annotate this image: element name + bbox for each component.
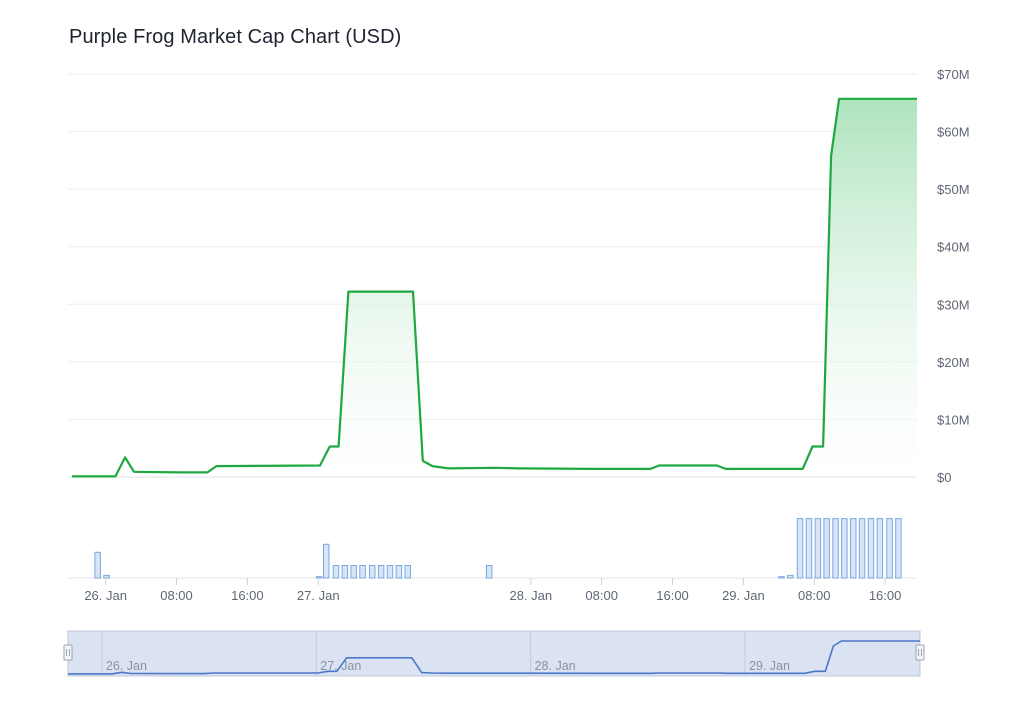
volume-bar — [867, 518, 875, 579]
volume-bar — [876, 518, 884, 579]
navigator-right-handle[interactable] — [915, 644, 925, 661]
volume-bar — [778, 576, 785, 579]
y-tick-label: $40M — [937, 240, 970, 255]
navigator-left-handle[interactable] — [63, 644, 73, 661]
volume-bar — [377, 565, 385, 579]
volume-bar — [823, 518, 830, 579]
x-tick-label: 08:00 — [585, 588, 618, 603]
x-tick-label: 27. Jan — [297, 588, 340, 603]
navigator-label: 26. Jan — [106, 659, 147, 673]
y-tick-label: $30M — [937, 297, 970, 312]
volume-bar — [103, 574, 110, 579]
y-tick-label: $20M — [937, 355, 970, 370]
navigator-label: 29. Jan — [749, 659, 790, 673]
x-axis: 26. Jan 08:00 16:00 27. Jan 28. Jan 08:00 16:0… — [84, 578, 901, 603]
y-tick-label: $50M — [937, 182, 970, 197]
volume-bar — [350, 565, 357, 579]
volume-bar — [886, 518, 893, 579]
volume-bar — [341, 565, 349, 579]
volume-bar — [94, 551, 101, 579]
navigator-line — [68, 640, 920, 675]
volume-bar — [787, 574, 794, 579]
volume-bar — [404, 565, 411, 579]
volume-bars — [68, 518, 917, 579]
volume-bar — [796, 518, 804, 579]
x-tick-label: 28. Jan — [509, 588, 552, 603]
volume-bar — [485, 565, 493, 579]
y-tick-label: $70M — [937, 67, 970, 82]
chart-title: Purple Frog Market Cap Chart (USD) — [69, 26, 402, 48]
volume-bar — [386, 565, 394, 579]
volume-bar — [832, 518, 839, 579]
x-tick-label: 26. Jan — [84, 588, 127, 603]
volume-bar — [395, 565, 403, 579]
x-tick-label: 16:00 — [231, 588, 264, 603]
volume-bar — [805, 518, 813, 579]
volume-bar — [850, 518, 857, 579]
y-tick-label: $10M — [937, 412, 970, 427]
x-tick-label: 16:00 — [656, 588, 689, 603]
price-line — [72, 97, 917, 478]
volume-bar — [858, 518, 866, 579]
volume-bar — [841, 518, 848, 579]
volume-bar — [323, 543, 330, 579]
navigator[interactable]: 26. Jan 27. Jan 28. Jan 29. Jan — [63, 630, 925, 677]
x-tick-label: 16:00 — [869, 588, 902, 603]
y-axis: $0 $10M $20M $30M $40M $50M $60M $70M — [937, 67, 970, 485]
y-tick-label: $0 — [937, 470, 951, 485]
x-tick-label: 08:00 — [798, 588, 831, 603]
price-area-fill — [72, 98, 917, 478]
volume-bar — [814, 518, 822, 579]
price-area — [72, 98, 917, 478]
volume-bar — [369, 565, 376, 579]
navigator-selection[interactable] — [67, 630, 921, 677]
x-tick-label: 08:00 — [160, 588, 193, 603]
volume-bar — [332, 565, 340, 579]
market-cap-line — [72, 97, 917, 478]
volume-bar — [315, 576, 323, 579]
y-tick-label: $60M — [937, 125, 970, 140]
grid-lines — [68, 73, 917, 478]
volume-bar — [359, 565, 366, 579]
navigator-label: 28. Jan — [535, 659, 576, 673]
volume-bar — [895, 518, 902, 579]
x-tick-label: 29. Jan — [722, 588, 765, 603]
